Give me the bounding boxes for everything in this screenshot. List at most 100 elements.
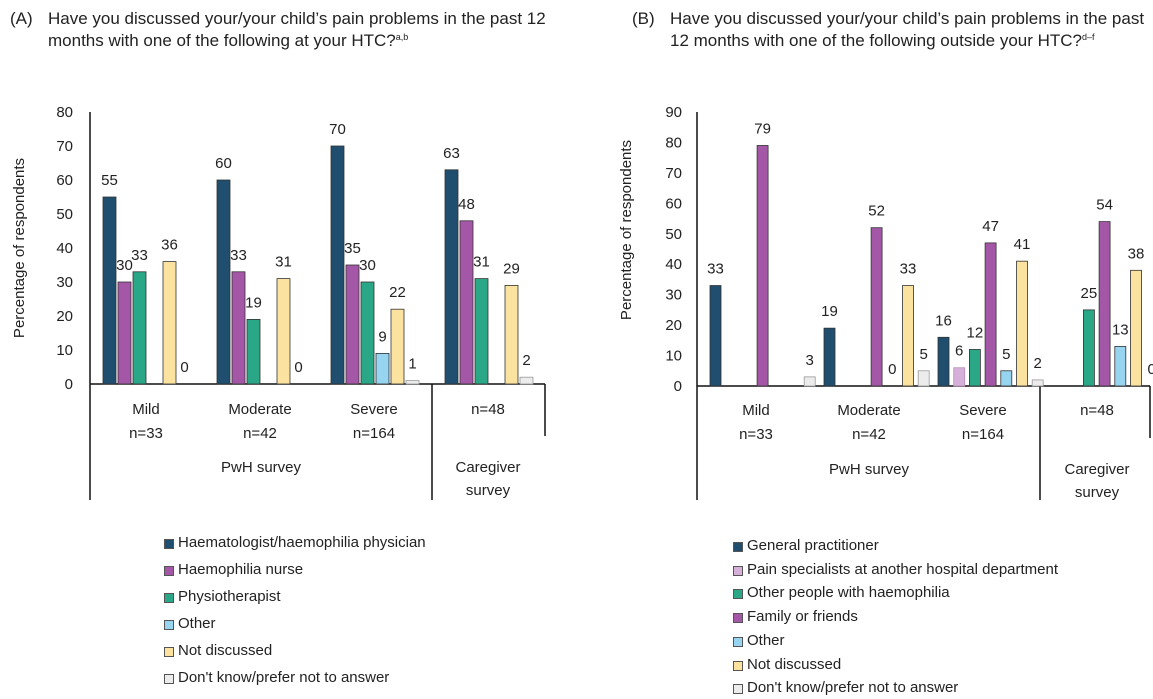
bar-2-4 — [1000, 370, 1013, 387]
data-label: 33 — [900, 261, 917, 278]
legend-label: General practitioner — [747, 537, 879, 554]
data-label: 33 — [131, 247, 148, 264]
bar-0-0 — [102, 196, 117, 385]
data-label: 2 — [522, 352, 530, 369]
category-label: Mild — [742, 402, 770, 419]
bar-1-0 — [823, 327, 836, 387]
bar-0-2 — [132, 271, 147, 385]
category-n-label: n=164 — [962, 426, 1004, 443]
legend-label: Other — [747, 631, 785, 649]
data-label: 36 — [161, 237, 178, 254]
bar-0-3 — [756, 145, 769, 387]
survey-label-caregiver: Caregiver survey — [1064, 461, 1129, 501]
data-label: 33 — [230, 247, 247, 264]
category-label: Severe — [350, 401, 398, 418]
bar-2-4 — [390, 308, 405, 385]
y-tick-label: 10 — [665, 348, 682, 365]
data-label: 48 — [458, 196, 475, 213]
data-label: 22 — [389, 284, 406, 301]
y-axis-label: Percentage of respondents — [618, 140, 635, 320]
bar-0-1 — [117, 281, 132, 385]
y-tick-label: 0 — [674, 378, 682, 395]
panel-a-title-superscript: a,b — [395, 32, 409, 42]
legend-label: Other people with haemophilia — [747, 584, 950, 602]
survey-label-pwh: PwH survey — [221, 459, 302, 476]
data-label: 0 — [180, 359, 188, 376]
data-label: 30 — [116, 257, 133, 274]
data-label: 3 — [806, 352, 814, 369]
y-tick-label: 80 — [665, 134, 682, 151]
y-tick-label: 30 — [665, 287, 682, 304]
bar-3-4 — [1114, 346, 1127, 387]
data-label: 13 — [1112, 321, 1129, 338]
bar-2-2 — [969, 349, 981, 387]
legend-swatch — [164, 674, 174, 684]
data-label: 19 — [245, 294, 262, 311]
y-tick-label: 30 — [56, 274, 73, 291]
y-tick-label: 70 — [665, 165, 682, 182]
legend-swatch — [733, 684, 743, 695]
y-tick-label: 10 — [56, 342, 73, 359]
survey-label-pwh: PwH survey — [829, 461, 910, 478]
bar-3-5 — [1130, 269, 1142, 387]
panel-a-letter: (A) — [10, 9, 33, 28]
data-label: 38 — [1128, 245, 1145, 262]
survey-label-caregiver-line1: Caregiver — [1064, 461, 1129, 478]
bar-1-5 — [902, 285, 914, 387]
data-label: 1 — [408, 356, 416, 373]
bar-2-3 — [984, 242, 997, 387]
legend-swatch — [164, 566, 174, 576]
bar-0-4 — [162, 261, 177, 385]
legend-swatch — [164, 593, 174, 603]
bar-1-1 — [231, 271, 246, 385]
data-label: 41 — [1014, 236, 1031, 253]
data-label: 63 — [443, 145, 460, 162]
legend-swatch — [164, 539, 174, 549]
legend-swatch — [733, 660, 743, 671]
category-label: Moderate — [837, 402, 900, 419]
data-label: 19 — [821, 303, 838, 320]
data-label: 60 — [215, 155, 232, 172]
bar-3-3 — [1098, 221, 1111, 387]
y-tick-label: 40 — [665, 256, 682, 273]
category-n-label: n=42 — [852, 426, 886, 443]
y-tick-label: 20 — [665, 317, 682, 334]
legend-swatch — [733, 589, 743, 600]
data-label: 9 — [378, 328, 386, 345]
data-label: 31 — [473, 254, 490, 271]
y-tick-label: 70 — [56, 138, 73, 155]
data-label: 54 — [1096, 197, 1113, 214]
bar-3-2 — [1083, 309, 1095, 387]
survey-label-caregiver: Caregiver survey — [455, 459, 520, 499]
data-label: 55 — [101, 172, 118, 189]
category-n-label: n=48 — [471, 401, 505, 418]
bar-3-0 — [444, 169, 459, 385]
bar-3-5 — [519, 376, 534, 385]
y-tick-label: 80 — [56, 104, 73, 121]
y-tick-label: 50 — [665, 226, 682, 243]
legend-swatch — [733, 542, 743, 552]
data-label: 47 — [982, 218, 999, 235]
legend-swatch — [164, 620, 174, 630]
bar-3-4 — [504, 284, 519, 385]
legend-label: Don't know/prefer not to answer — [178, 669, 390, 686]
legend-swatch — [733, 613, 743, 624]
bar-2-2 — [360, 281, 375, 385]
bar-2-5 — [405, 380, 420, 385]
data-label: 25 — [1081, 285, 1098, 302]
legend-label: Other — [178, 615, 216, 632]
bar-2-0 — [330, 145, 345, 385]
legend-label: Not discussed — [178, 642, 273, 659]
data-label: 0 — [294, 359, 302, 376]
bar-2-5 — [1016, 260, 1028, 387]
data-label: 33 — [707, 261, 724, 278]
bar-3-2 — [474, 278, 489, 385]
y-tick-label: 50 — [56, 206, 73, 223]
y-tick-label: 90 — [665, 104, 682, 121]
category-label: Mild — [132, 401, 160, 418]
category-n-label: n=33 — [739, 426, 773, 443]
y-tick-label: 20 — [56, 308, 73, 325]
y-tick-label: 0 — [65, 376, 73, 393]
bar-2-1 — [345, 264, 360, 385]
